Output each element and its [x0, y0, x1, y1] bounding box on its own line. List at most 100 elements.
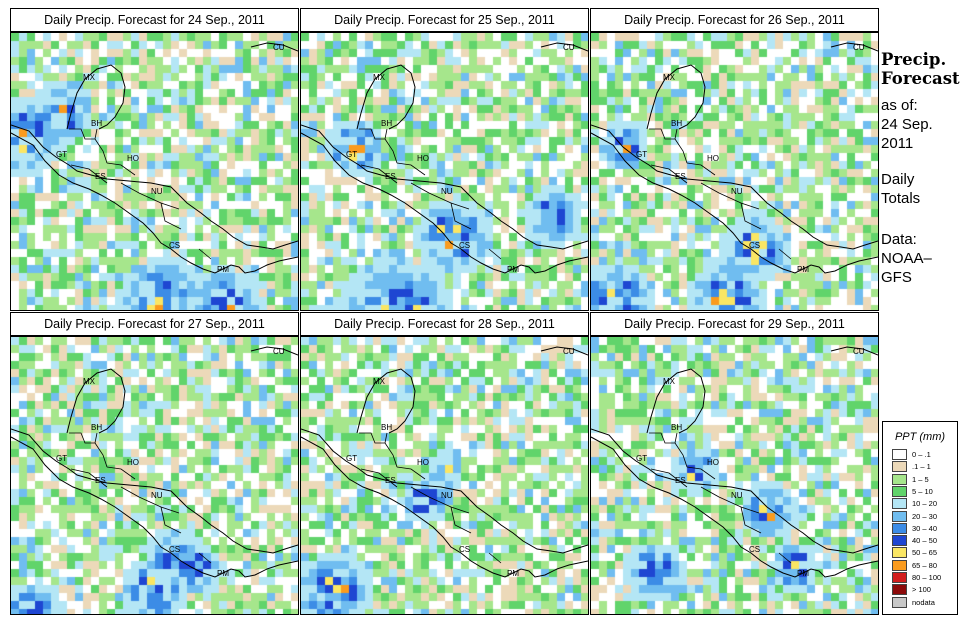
- precip-grid: [11, 337, 298, 614]
- country-label-gt: GT: [56, 454, 68, 463]
- coastline: [11, 124, 298, 250]
- data-source-label: Data:: [881, 231, 917, 248]
- country-label-bh: BH: [381, 423, 393, 432]
- legend-label: nodata: [912, 597, 935, 607]
- country-borders: [69, 432, 212, 564]
- country-label-mx: MX: [373, 377, 385, 386]
- legend-label: 10 – 20: [912, 499, 938, 509]
- legend-swatch: [892, 596, 907, 608]
- precip-map: CU MX BH GT HO ES NU CS PM: [590, 336, 879, 615]
- country-label-cs: CS: [459, 241, 471, 250]
- country-label-es: ES: [675, 476, 686, 485]
- country-label-gt: GT: [636, 454, 648, 463]
- country-label-pm: PM: [507, 569, 519, 578]
- legend-swatch: [892, 584, 907, 596]
- precip-map: CU MX BH GT HO ES NU CS PM: [300, 32, 589, 311]
- daily-totals-line: Daily: [881, 171, 915, 188]
- panel-title: Daily Precip. Forecast for 28 Sep., 2011: [300, 312, 589, 336]
- legend-label: 0 – .1: [912, 450, 931, 459]
- coastline-overlay: [591, 346, 878, 578]
- legend-label: 50 – 65: [912, 548, 938, 558]
- coastline: [830, 346, 878, 356]
- country-borders: [69, 128, 212, 260]
- country-label-bh: BH: [91, 119, 103, 128]
- sidebar-title-line: Precip.: [881, 50, 947, 69]
- country-label-mx: MX: [663, 377, 675, 386]
- country-label-cu: CU: [273, 347, 285, 356]
- country-label-cu: CU: [563, 43, 575, 52]
- coastline: [646, 368, 706, 434]
- country-label-mx: MX: [83, 377, 95, 386]
- country-label-cs: CS: [459, 545, 471, 554]
- precip-map: CU MX BH GT HO ES NU CS PM: [10, 336, 299, 615]
- country-label-nu: NU: [151, 491, 163, 500]
- legend-swatch: [892, 461, 907, 473]
- country-borders: [649, 432, 792, 564]
- country-label-bh: BH: [381, 119, 393, 128]
- country-label-cs: CS: [749, 545, 761, 554]
- country-borders: [359, 432, 502, 564]
- coastline-overlay: [11, 42, 298, 274]
- legend-swatch: [892, 535, 907, 547]
- forecast-panel-sep25: Daily Precip. Forecast for 25 Sep., 2011…: [300, 8, 589, 311]
- forecast-panel-sep28: Daily Precip. Forecast for 28 Sep., 2011…: [300, 312, 589, 615]
- forecast-panel-sep26: Daily Precip. Forecast for 26 Sep., 2011…: [590, 8, 879, 311]
- country-label-cs: CS: [169, 545, 181, 554]
- country-label-ho: HO: [417, 458, 429, 467]
- legend-label: 30 – 40: [912, 523, 938, 533]
- coastline: [250, 346, 298, 356]
- legend-swatch: [892, 449, 907, 460]
- legend-label: .1 – 1: [912, 462, 931, 472]
- country-label-nu: NU: [441, 187, 453, 196]
- precip-legend: PPT (mm) 0 – .1 .1 – 1 1 – 5 5 – 10 10 – 20 2…: [882, 421, 958, 615]
- coastline: [591, 132, 878, 274]
- country-label-pm: PM: [797, 569, 809, 578]
- country-label-gt: GT: [56, 150, 68, 159]
- legend-title: PPT (mm): [894, 431, 946, 443]
- coastline: [66, 368, 126, 434]
- legend-label: 65 – 80: [912, 560, 938, 570]
- coastline: [11, 132, 298, 274]
- coastline: [301, 124, 588, 250]
- coastline-overlay: [591, 42, 878, 274]
- coastline: [830, 42, 878, 52]
- coastline: [301, 132, 588, 274]
- coastline: [591, 436, 878, 578]
- legend-label: 80 – 100: [912, 573, 942, 582]
- asof-date: 24 Sep.: [881, 116, 933, 133]
- legend-swatch: [892, 485, 907, 497]
- data-source-name: GFS: [881, 269, 912, 286]
- coastline: [540, 346, 588, 356]
- country-label-ho: HO: [707, 154, 719, 163]
- legend-label: 5 – 10: [912, 486, 933, 496]
- country-label-cs: CS: [169, 241, 181, 250]
- country-label-ho: HO: [127, 154, 139, 163]
- coastline: [250, 42, 298, 52]
- precip-map: CU MX BH GT HO ES NU CS PM: [300, 336, 589, 615]
- forecast-panel-sep29: Daily Precip. Forecast for 29 Sep., 2011…: [590, 312, 879, 615]
- country-borders: [359, 128, 502, 260]
- coastline-overlay: [301, 42, 588, 274]
- country-label-es: ES: [675, 172, 686, 181]
- country-label-nu: NU: [731, 187, 743, 196]
- country-label-pm: PM: [797, 265, 809, 274]
- legend-label: 20 – 30: [912, 511, 938, 521]
- legend-swatch: [892, 510, 907, 522]
- country-label-cu: CU: [853, 347, 865, 356]
- precip-grid: [11, 33, 298, 310]
- country-label-cu: CU: [273, 43, 285, 52]
- country-label-nu: NU: [731, 491, 743, 500]
- country-label-es: ES: [385, 172, 396, 181]
- precip-map: CU MX BH GT HO ES NU CS PM: [590, 32, 879, 311]
- country-label-gt: GT: [346, 150, 358, 159]
- country-label-ho: HO: [127, 458, 139, 467]
- country-label-es: ES: [95, 476, 106, 485]
- asof-year: 2011: [881, 135, 914, 152]
- asof-label: as of:: [881, 97, 918, 114]
- country-label-mx: MX: [83, 73, 95, 82]
- asof-block: as of: 24 Sep. 2011: [881, 96, 933, 153]
- country-label-bh: BH: [671, 119, 683, 128]
- country-label-ho: HO: [707, 458, 719, 467]
- data-source-block: Data: NOAA– GFS: [881, 230, 932, 287]
- forecast-panel-sep27: Daily Precip. Forecast for 27 Sep., 2011…: [10, 312, 299, 615]
